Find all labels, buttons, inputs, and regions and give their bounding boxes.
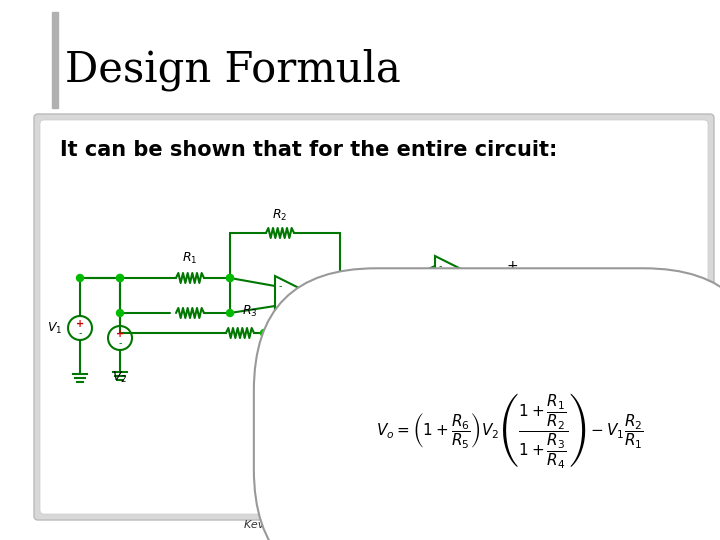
Circle shape [227,274,233,281]
Text: +: + [116,329,124,339]
Circle shape [366,293,374,300]
Circle shape [502,273,508,280]
Text: -: - [118,338,122,348]
Circle shape [261,329,268,336]
Circle shape [336,293,343,300]
Text: -: - [438,261,442,271]
Text: +: + [507,259,518,273]
Circle shape [227,309,233,316]
Circle shape [487,273,493,280]
Text: $V_1$: $V_1$ [47,320,62,335]
Text: -: - [278,281,282,291]
Text: It can be shown that for the entire circuit:: It can be shown that for the entire circ… [60,140,557,160]
Text: $R_4$: $R_4$ [276,375,292,390]
Circle shape [76,274,84,281]
Text: $V_2$: $V_2$ [112,370,127,385]
Circle shape [117,274,124,281]
Circle shape [117,309,124,316]
Circle shape [366,302,374,309]
FancyBboxPatch shape [34,114,714,520]
Text: $R_1$: $R_1$ [182,251,198,266]
Text: $V_o = \left(1+\dfrac{R_6}{R_5}\right)V_2\left(\dfrac{1+\dfrac{R_1}{R_2}}{1+\dfr: $V_o = \left(1+\dfrac{R_6}{R_5}\right)V_… [376,390,644,469]
Text: +: + [276,301,284,311]
Text: $R_3$: $R_3$ [242,304,258,319]
Text: $V_o$: $V_o$ [507,278,524,294]
Text: $R_6$: $R_6$ [412,316,428,331]
Text: +: + [76,319,84,329]
Bar [52,12,58,108]
Text: $R_5$: $R_5$ [343,348,358,363]
Text: Kevin D. Donohue, University of Kentucky: Kevin D. Donohue, University of Kentucky [244,520,476,530]
Text: +: + [436,281,444,291]
Text: Design Formula: Design Formula [65,49,401,91]
Text: 17: 17 [683,516,700,530]
Text: -: - [507,285,512,299]
Circle shape [227,274,233,281]
Text: -: - [78,328,82,338]
Circle shape [117,274,124,281]
FancyBboxPatch shape [40,120,708,514]
Text: $R_2$: $R_2$ [272,208,288,223]
